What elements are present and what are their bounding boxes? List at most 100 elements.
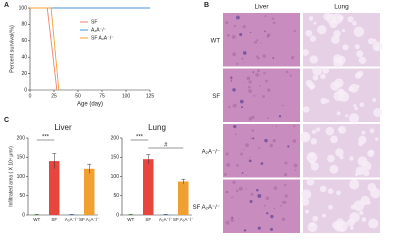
histology-image [223, 68, 300, 122]
tissue-texture [242, 25, 246, 29]
tissue-texture [255, 72, 260, 77]
tissue-texture [270, 214, 274, 219]
tissue-texture [280, 205, 282, 207]
tissue-texture [357, 70, 364, 77]
tissue-texture [236, 62, 239, 65]
tissue-texture [230, 218, 235, 222]
tissue-texture [327, 154, 335, 163]
tissue-texture [313, 21, 317, 25]
tissue-texture [306, 177, 315, 186]
tissue-texture [228, 106, 231, 109]
tissue-texture [361, 130, 366, 135]
tissue-texture [264, 30, 266, 33]
error-bar [181, 178, 186, 184]
error-bar [52, 153, 57, 169]
tissue-texture [361, 161, 372, 171]
tissue-texture [242, 51, 247, 55]
tissue-texture [248, 117, 253, 121]
tissue-texture [254, 40, 258, 44]
tissue-texture [262, 95, 265, 99]
y-tick-label: 50 [19, 193, 25, 199]
legend-label: SF A₂A⁻/⁻ [91, 35, 114, 41]
tissue-texture [308, 16, 314, 21]
tissue-texture [257, 226, 261, 230]
y-axis-label: Percent survival(%) [9, 25, 15, 73]
tissue-texture [310, 162, 319, 171]
tissue-texture [257, 194, 262, 198]
tissue-texture [309, 55, 318, 64]
x-tick-label: SF A₂A⁻/⁻ [173, 217, 194, 222]
bar [178, 181, 189, 215]
legend-label: A₂A⁻/⁻ [91, 27, 107, 33]
tissue-texture [235, 15, 240, 20]
tissue-texture [292, 139, 297, 143]
histology-image [223, 124, 300, 178]
tissue-texture [278, 115, 282, 118]
tissue-texture [252, 137, 255, 140]
tissue-texture [355, 166, 365, 176]
tissue-texture [232, 103, 237, 108]
tissue-texture [353, 26, 365, 37]
chart-title: Liver [54, 123, 72, 132]
tissue-texture [310, 138, 317, 145]
tissue-texture [368, 218, 379, 229]
tissue-texture [225, 152, 229, 156]
tissue-texture [240, 152, 243, 156]
tissue-texture [230, 80, 232, 82]
tissue-texture [321, 213, 326, 218]
tissue-texture [231, 35, 236, 39]
tissue-texture [284, 194, 288, 198]
tissue-texture [266, 88, 271, 92]
tissue-texture [281, 104, 284, 107]
tissue-texture [305, 79, 313, 87]
tissue-texture [267, 36, 269, 38]
tissue-texture [235, 189, 239, 192]
tissue-texture [250, 31, 252, 33]
tissue-texture [322, 67, 330, 74]
tissue-texture [260, 74, 262, 76]
tissue-texture [293, 163, 298, 168]
tissue-texture [250, 137, 253, 140]
tissue-texture [315, 127, 321, 132]
column-label: Liver [254, 4, 269, 11]
row-label: SF [212, 94, 220, 100]
y-tick-label: 0 [22, 212, 25, 218]
x-tick-label: 50 [75, 93, 81, 99]
tissue-texture [348, 113, 359, 124]
tissue-texture [337, 88, 345, 97]
tissue-texture [241, 106, 243, 109]
y-tick-label: 100 [19, 5, 28, 11]
y-tick-label: 100 [111, 174, 120, 180]
y-tick-label: 150 [111, 155, 120, 161]
tissue-texture [234, 133, 237, 136]
tissue-texture [231, 216, 234, 219]
tissue-texture [242, 148, 245, 151]
tissue-texture [303, 106, 310, 113]
tissue-texture [347, 16, 354, 23]
tissue-texture [349, 83, 359, 93]
x-tick-label: A₂A⁻/⁻ [65, 217, 79, 222]
row-label: WT [211, 38, 221, 44]
tissue-texture [375, 45, 380, 50]
tissue-texture [349, 156, 354, 161]
tissue-texture [226, 191, 228, 193]
tissue-texture [336, 190, 341, 196]
tissue-texture [253, 94, 256, 97]
y-tick-label: 60 [21, 38, 27, 44]
tissue-texture [320, 73, 326, 80]
tissue-texture [283, 173, 288, 177]
tissue-texture [301, 198, 310, 206]
tissue-texture [345, 114, 349, 118]
y-tick-label: 0 [24, 87, 27, 93]
tissue-texture [263, 71, 266, 75]
tissue-texture [352, 21, 357, 26]
x-tick-label: 125 [146, 93, 155, 99]
tissue-texture [242, 81, 244, 84]
tissue-texture [306, 152, 318, 163]
x-axis-label: Age (day) [77, 102, 103, 108]
tissue-texture [299, 131, 311, 143]
y-tick-label: 0 [116, 212, 119, 218]
error-bar [87, 163, 92, 174]
tissue-texture [245, 143, 249, 147]
tissue-texture [246, 76, 251, 81]
